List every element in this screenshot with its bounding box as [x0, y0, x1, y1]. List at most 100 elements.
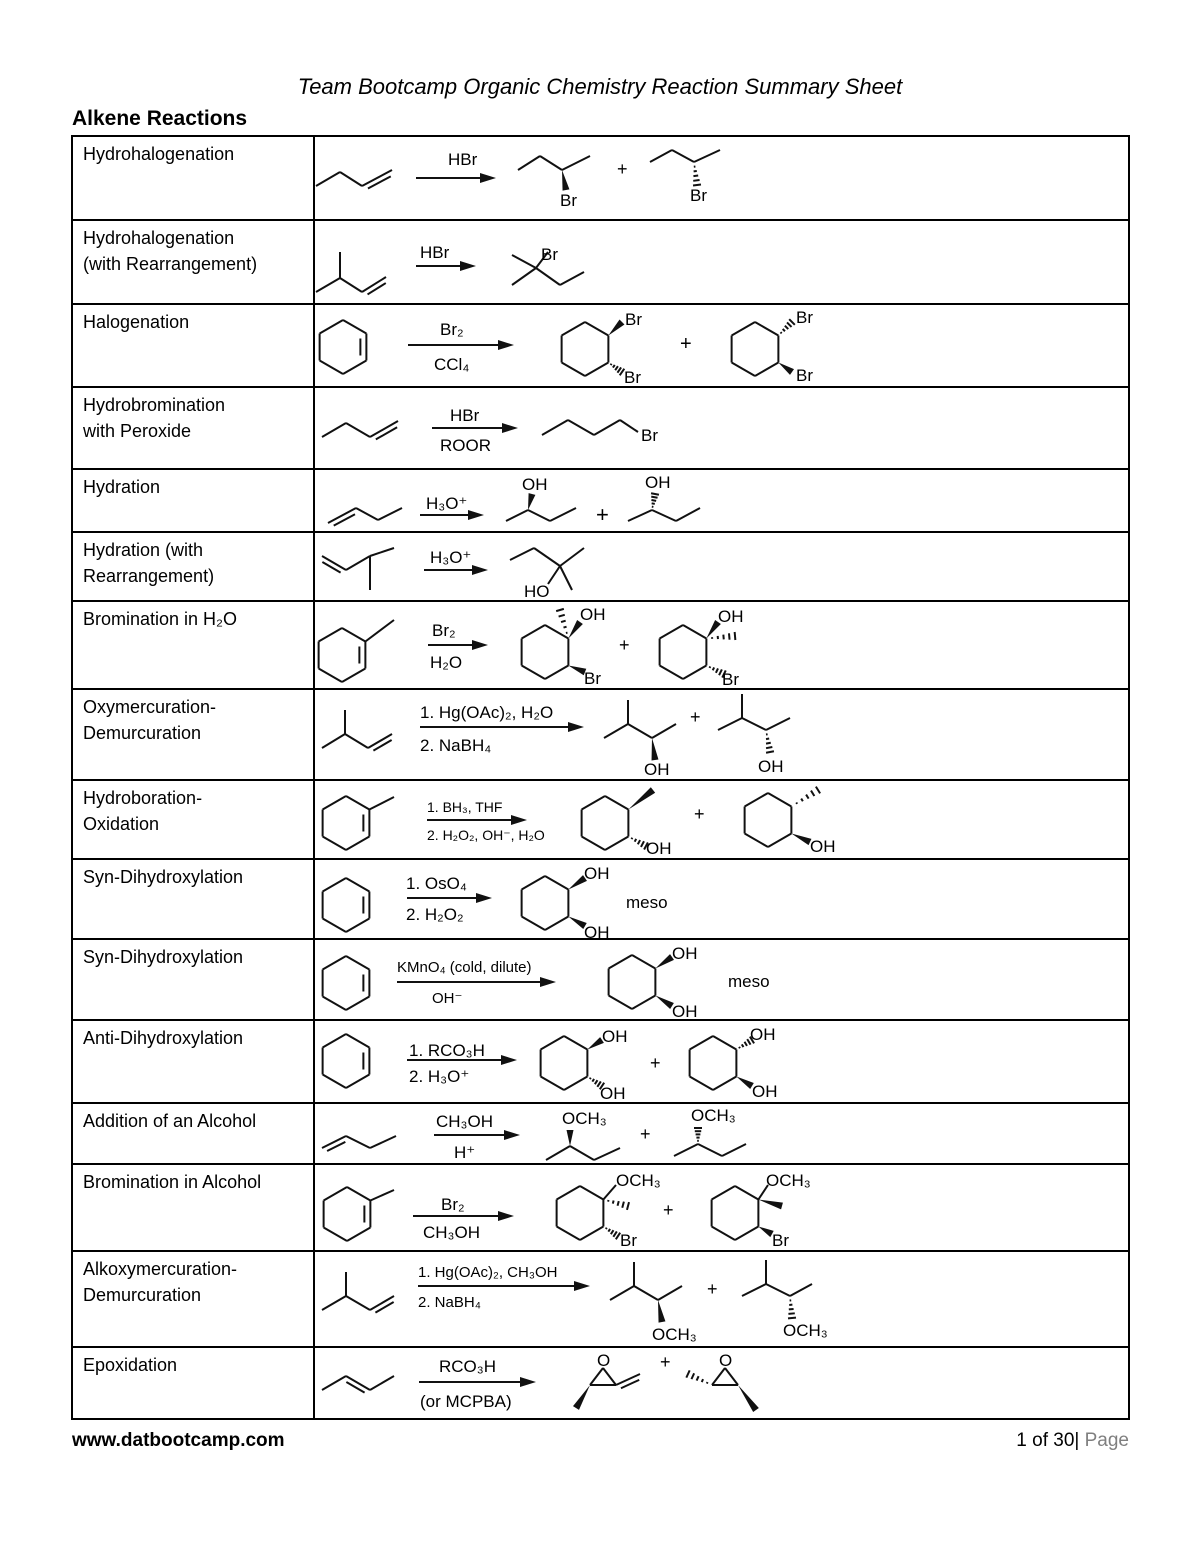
bond — [765, 717, 791, 731]
reaction-name: Syn-Dihydroxylation — [71, 938, 315, 1021]
wedge-bond — [562, 170, 570, 191]
reaction-name-line: Addition of an Alcohol — [83, 1111, 257, 1131]
reaction-arrow-head — [460, 261, 476, 271]
reaction-name-line: Hydroboration- — [83, 788, 203, 808]
bond — [651, 502, 655, 505]
bond — [682, 624, 707, 640]
table-row: Hydration (with Rearrangement) — [71, 531, 1130, 602]
bond — [556, 1225, 581, 1241]
wedge-bond — [587, 1037, 604, 1050]
bond — [697, 1143, 723, 1157]
bond — [717, 717, 743, 731]
bond — [734, 1225, 759, 1241]
table-row: Anti-Dihydroxylation — [71, 1019, 1130, 1104]
bond — [721, 669, 727, 679]
bond — [545, 1145, 571, 1161]
bond — [521, 664, 546, 680]
reaction-name-line: Hydration (with — [83, 540, 204, 560]
reaction-name-line: Anti-Dihydroxylation — [83, 1028, 244, 1048]
structure-label: Br — [641, 426, 658, 445]
bond — [344, 733, 369, 749]
bond — [556, 1185, 581, 1201]
bond — [345, 555, 371, 571]
structure-label: Br — [772, 1231, 789, 1250]
bond — [643, 842, 649, 850]
bond — [659, 624, 684, 640]
bond — [693, 149, 721, 163]
reaction-arrow-head — [472, 565, 488, 575]
bond — [611, 1200, 615, 1204]
bond — [765, 1283, 791, 1297]
bond — [604, 795, 629, 811]
reaction-name-line: Hydrohalogenation — [83, 228, 235, 248]
wedge-bond — [758, 1199, 783, 1210]
reaction-scheme-cell — [313, 531, 1130, 602]
reaction-scheme-cell — [313, 688, 1130, 781]
wedge-bond — [568, 665, 587, 676]
bond — [341, 627, 366, 643]
bond — [675, 507, 701, 522]
structure-label: 1. Hg(OAc)₂, H₂O — [420, 703, 553, 722]
bond — [561, 361, 586, 377]
structure-label: Br — [620, 1231, 637, 1250]
bond — [640, 840, 645, 848]
bond — [810, 790, 816, 797]
structure-label: Br — [796, 308, 813, 327]
reaction-name: Bromination in H₂O — [71, 600, 315, 690]
bond — [615, 1373, 641, 1386]
bond — [345, 917, 370, 933]
bond — [318, 667, 343, 683]
bond — [322, 795, 347, 811]
bond — [689, 1035, 714, 1051]
bond — [521, 875, 546, 891]
structure-label: 2. H₂O₂ — [406, 905, 464, 924]
wedge-bond — [566, 1130, 574, 1146]
bond — [315, 277, 341, 293]
bond — [800, 798, 804, 802]
bond — [322, 835, 347, 851]
table-row: Alkoxymercuration- Demurcuration — [71, 1250, 1130, 1348]
structure-label: + — [660, 1352, 671, 1372]
bond — [734, 1185, 759, 1201]
structure-label: 1. OsO₄ — [406, 874, 467, 893]
structure-label: Br — [624, 368, 641, 387]
structure-label: OCH₃ — [766, 1171, 811, 1190]
bond — [563, 1075, 588, 1091]
bond — [544, 624, 569, 640]
wedge-bond — [791, 833, 812, 846]
bond — [610, 1229, 615, 1235]
structure-label: OCH₃ — [616, 1171, 661, 1190]
bond — [616, 1200, 620, 1206]
wedge-bond — [706, 619, 721, 639]
bond — [539, 155, 563, 171]
structure-label: Br — [796, 366, 813, 385]
bond — [327, 507, 357, 524]
bond — [322, 1073, 347, 1089]
bond — [659, 664, 684, 680]
website-link[interactable]: www.datbootcamp.com — [72, 1430, 285, 1451]
bond — [368, 796, 395, 811]
bond — [598, 1082, 606, 1090]
structure-label: OCH₃ — [562, 1109, 607, 1128]
bond — [584, 361, 609, 377]
reaction-name-line: Halogenation — [83, 312, 190, 332]
bond — [322, 877, 347, 893]
bond — [346, 1186, 371, 1202]
reaction-name-line: Demurcuration — [83, 1285, 202, 1305]
structure-label: Br — [541, 245, 558, 264]
structure-label: OH — [752, 1082, 778, 1101]
bond — [319, 359, 344, 375]
reaction-name-line: Rearrangement) — [83, 566, 215, 586]
bond — [322, 955, 347, 971]
bond — [795, 801, 798, 805]
bond — [345, 1295, 371, 1311]
bond — [708, 666, 712, 669]
bond — [805, 794, 810, 800]
bond — [626, 1201, 630, 1211]
reaction-name-line: Hydration — [83, 477, 161, 497]
reaction-name: Hydration — [71, 468, 315, 533]
table-row: Oxymercuration- Demurcuration — [71, 688, 1130, 781]
bond — [345, 422, 371, 438]
wedge-bond — [568, 619, 583, 639]
reaction-name: Anti-Dihydroxylation — [71, 1019, 315, 1104]
